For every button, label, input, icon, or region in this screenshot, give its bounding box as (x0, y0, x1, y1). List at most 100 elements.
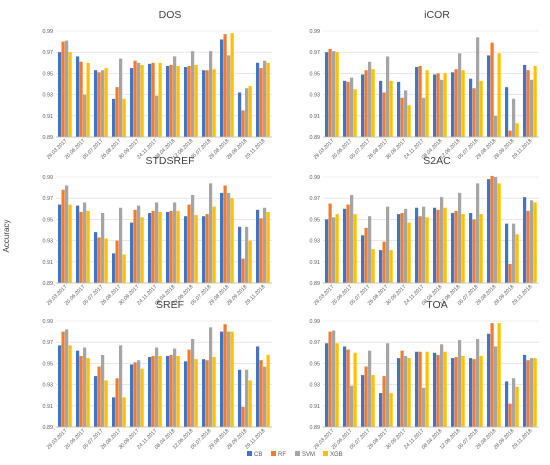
bar-cb-11 (522, 64, 527, 137)
bar-rf-0 (61, 41, 65, 137)
legend-swatch-cb (247, 451, 252, 456)
bar-cb-0 (324, 343, 329, 427)
y-tick-label: 0.89 (43, 425, 54, 431)
bar-cb-5 (147, 63, 152, 137)
bar-rf-8 (205, 360, 209, 427)
bar-cb-8 (468, 78, 473, 137)
bar-rf-4 (400, 350, 404, 427)
bar-cb-10 (504, 223, 509, 283)
bar-xgb-5 (425, 351, 429, 427)
legend-label-cb: CB (254, 452, 262, 458)
bar-cb-6 (432, 352, 437, 427)
bar-xgb-4 (407, 358, 411, 427)
bar-rf-8 (472, 219, 476, 283)
bar-svm-6 (440, 79, 444, 137)
panel-title: DOS (159, 9, 182, 21)
bar-xgb-3 (389, 393, 393, 427)
bar-svm-3 (386, 206, 390, 283)
bar-cb-9 (219, 192, 224, 283)
y-tick-label: 0.97 (43, 196, 54, 202)
bar-svm-11 (263, 60, 267, 137)
bar-svm-4 (404, 355, 408, 427)
bar-cb-8 (468, 358, 473, 427)
bar-cb-2 (360, 74, 365, 137)
bar-xgb-4 (140, 217, 144, 283)
bar-cb-11 (255, 346, 260, 427)
bar-rf-11 (526, 210, 530, 283)
bar-xgb-8 (212, 69, 216, 137)
bar-rf-1 (346, 349, 350, 427)
legend-label-xgb: XGB (330, 452, 343, 458)
bar-cb-5 (414, 351, 419, 427)
bar-rf-6 (436, 354, 440, 427)
bar-xgb-9 (497, 323, 501, 427)
y-tick-label: 0.97 (310, 50, 321, 56)
bar-rf-7 (187, 65, 191, 137)
y-tick-label: 0.97 (310, 340, 321, 346)
bar-rf-1 (346, 81, 350, 137)
bar-cb-5 (147, 213, 152, 283)
bar-svm-5 (155, 202, 159, 283)
bar-xgb-10 (248, 86, 252, 137)
bar-rf-0 (328, 203, 332, 283)
bar-xgb-7 (194, 359, 198, 427)
bar-xgb-6 (176, 210, 180, 283)
bar-svm-1 (350, 195, 354, 283)
legend-swatch-svm (295, 451, 300, 456)
y-tick-label: 0.97 (43, 50, 54, 56)
bar-xgb-6 (443, 207, 447, 283)
bar-svm-11 (263, 366, 267, 427)
y-tick-label: 0.95 (43, 71, 54, 77)
bar-rf-2 (364, 70, 368, 137)
bar-cb-8 (201, 359, 206, 427)
y-tick-label: 0.95 (310, 71, 321, 77)
bar-xgb-6 (443, 351, 447, 427)
y-tick-label: 0.91 (43, 260, 54, 266)
bar-svm-3 (386, 343, 390, 427)
bar-rf-3 (382, 241, 386, 283)
bar-svm-8 (209, 327, 213, 427)
bar-rf-1 (79, 211, 83, 283)
bar-xgb-4 (140, 368, 144, 427)
bar-cb-7 (183, 67, 188, 137)
panel-toa: TOA0.890.910.930.950.970.9929.03.201720.… (310, 299, 539, 451)
y-tick-label: 0.95 (310, 217, 321, 223)
bar-cb-6 (165, 211, 170, 283)
bar-svm-10 (245, 226, 249, 283)
panel-title: iCOR (424, 9, 450, 21)
bar-xgb-5 (425, 217, 429, 283)
bar-cb-1 (75, 56, 80, 137)
bar-cb-5 (414, 207, 419, 283)
bar-svm-8 (476, 183, 480, 283)
bar-cb-5 (414, 67, 419, 137)
bar-xgb-10 (515, 234, 519, 283)
bar-svm-0 (65, 329, 69, 427)
bar-cb-5 (147, 357, 152, 427)
bar-cb-11 (522, 197, 527, 283)
y-tick-label: 0.97 (43, 340, 54, 346)
bar-xgb-9 (230, 33, 234, 138)
bar-rf-5 (418, 216, 422, 283)
bar-cb-6 (432, 74, 437, 137)
bar-xgb-10 (515, 123, 519, 137)
bar-xgb-11 (266, 354, 270, 427)
bar-svm-5 (422, 387, 426, 427)
y-tick-label: 0.99 (43, 319, 54, 325)
bar-cb-6 (165, 355, 170, 427)
bar-svm-9 (494, 346, 498, 427)
bar-xgb-0 (335, 214, 339, 283)
panel-dos: DOS0.890.910.930.950.970.9929.03.201720.… (43, 9, 272, 161)
bar-svm-2 (368, 61, 372, 137)
bar-rf-11 (526, 70, 530, 137)
bar-svm-4 (137, 205, 141, 283)
panel-stdsref: STDSREF0.890.910.930.950.970.9929.03.201… (43, 155, 272, 307)
bar-cb-6 (165, 65, 170, 137)
y-tick-label: 0.95 (310, 361, 321, 367)
bar-cb-9 (486, 55, 491, 137)
bar-xgb-9 (497, 183, 501, 283)
bar-cb-11 (522, 354, 527, 427)
bar-cb-4 (129, 364, 134, 427)
panel-s2ac: S2AC0.890.910.930.950.970.9929.03.201720… (310, 155, 539, 307)
y-tick-label: 0.99 (43, 175, 54, 181)
bar-xgb-8 (479, 80, 483, 137)
